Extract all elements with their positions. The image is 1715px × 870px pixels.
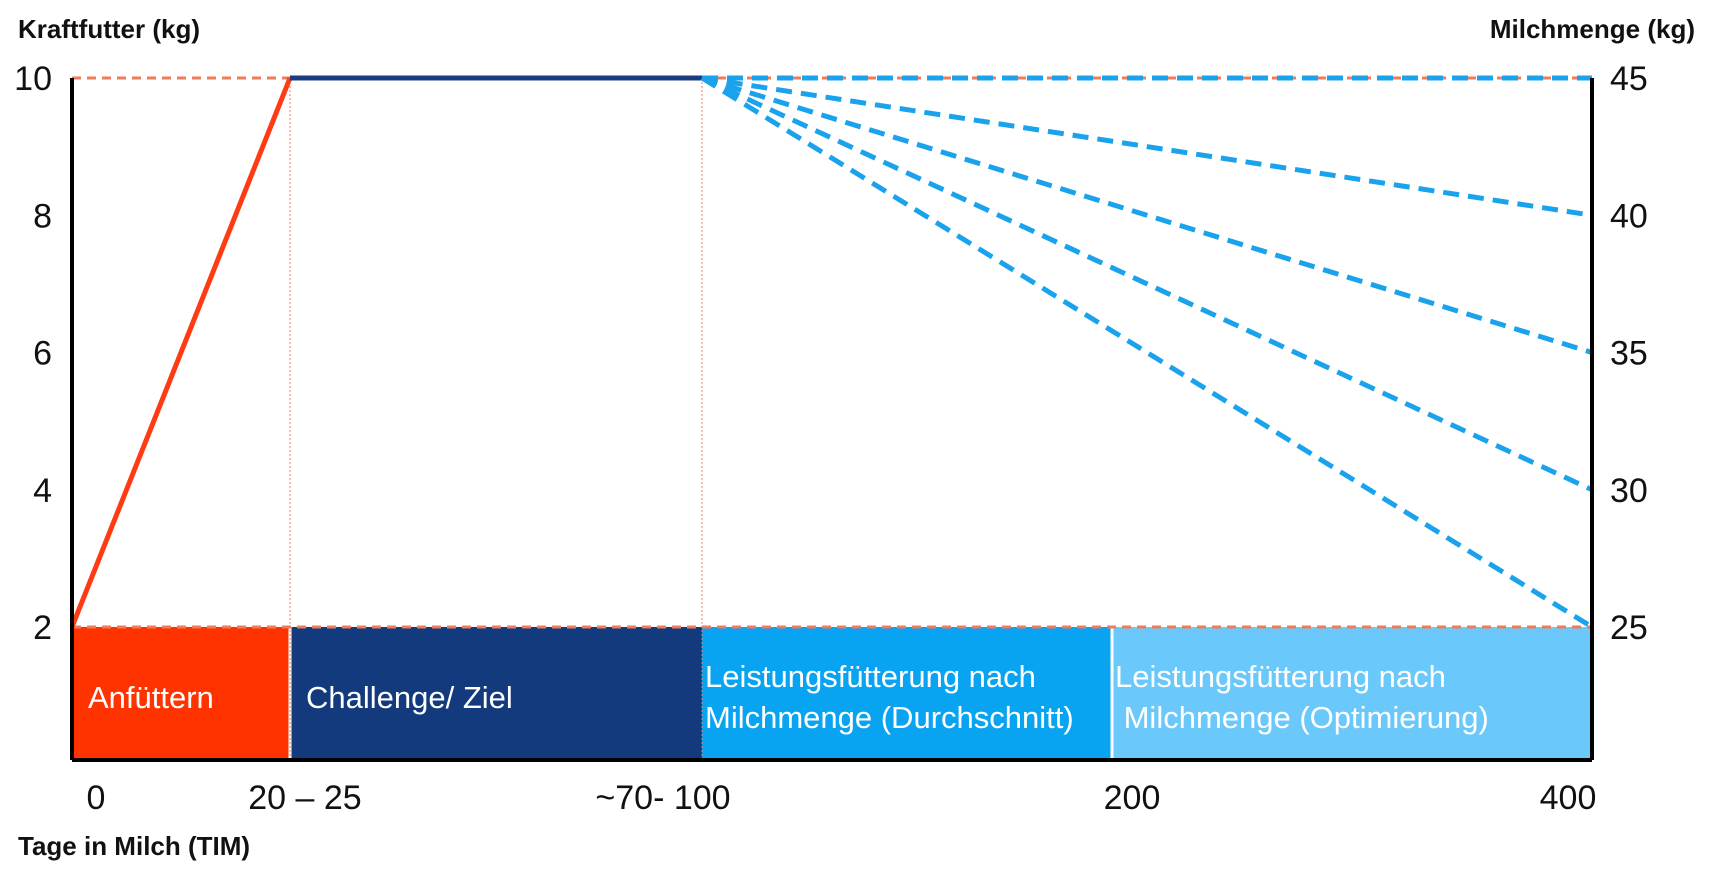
phase-band-2 xyxy=(702,627,1112,760)
right-tick-label: 35 xyxy=(1610,335,1648,373)
phase-band-3 xyxy=(1112,627,1592,760)
phase-label-3-0: Leistungsfütterung nach xyxy=(1115,659,1446,694)
right-tick-label: 40 xyxy=(1610,197,1648,235)
x-tick-label: 200 xyxy=(1104,779,1161,817)
right-tick-label: 45 xyxy=(1610,60,1648,98)
phase-label-1-0: Challenge/ Ziel xyxy=(306,680,513,715)
left-tick-label: 8 xyxy=(33,197,52,235)
x-tick-label: 400 xyxy=(1540,779,1597,817)
phase-label-0-0: Anfüttern xyxy=(88,680,214,715)
x-tick-label: 20 – 25 xyxy=(248,779,361,817)
phase-label-3-1: Milchmenge (Optimierung) xyxy=(1115,700,1489,735)
phase-bands: Anfüttern Challenge/ Ziel Leistungsfütteru… xyxy=(72,627,1592,760)
tick-labels: 10 8 6 4 2 45 40 35 30 25 0 20 – 25 ~70- 100 200 400 xyxy=(14,60,1648,817)
left-tick-label: 10 xyxy=(14,60,52,98)
right-axis-title: Milchmenge (kg) xyxy=(1490,14,1695,44)
series-line-3 xyxy=(701,75,1593,218)
series-line-0 xyxy=(69,77,293,628)
right-tick-label: 30 xyxy=(1610,472,1648,510)
x-tick-label: 0 xyxy=(87,779,106,817)
series-line-5 xyxy=(700,75,1594,493)
left-tick-label: 4 xyxy=(33,472,52,510)
series-line-4 xyxy=(701,75,1593,355)
series-lines xyxy=(69,75,1594,630)
axes xyxy=(70,78,1594,762)
left-tick-label: 2 xyxy=(33,609,52,647)
left-tick-label: 6 xyxy=(33,335,52,373)
phase-band-1 xyxy=(290,627,702,760)
phase-label-2-1: Milchmenge (Durchschnitt) xyxy=(705,700,1074,735)
phase-band-0 xyxy=(72,627,290,760)
x-tick-label: ~70- 100 xyxy=(595,779,730,817)
left-axis-title: Kraftfutter (kg) xyxy=(18,14,200,44)
x-axis-title: Tage in Milch (TIM) xyxy=(18,831,250,861)
right-tick-label: 25 xyxy=(1610,609,1648,647)
phase-label-2-0: Leistungsfütterung nach xyxy=(705,659,1036,694)
series-line-6 xyxy=(700,75,1594,630)
